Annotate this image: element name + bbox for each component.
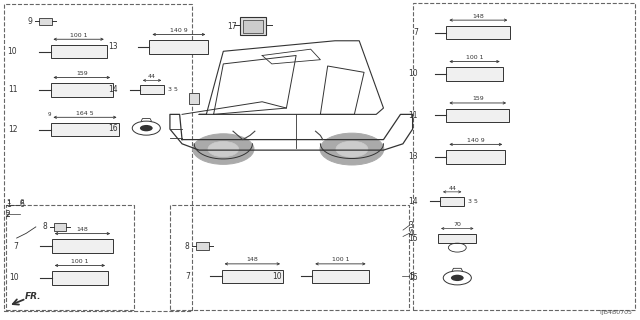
Text: 140 9: 140 9 — [170, 28, 188, 33]
Bar — [243, 20, 262, 33]
Circle shape — [320, 133, 384, 165]
Bar — [240, 17, 266, 35]
Bar — [196, 242, 209, 250]
Text: 6: 6 — [20, 199, 24, 204]
Text: 3 5: 3 5 — [168, 87, 178, 92]
Polygon shape — [189, 93, 199, 104]
Text: 148: 148 — [472, 13, 484, 19]
Text: 10: 10 — [9, 273, 19, 282]
Text: 16: 16 — [108, 124, 118, 132]
Text: 7: 7 — [13, 242, 19, 251]
Text: 8: 8 — [43, 222, 47, 231]
Bar — [447, 67, 502, 81]
Bar — [51, 123, 120, 136]
Text: 70: 70 — [453, 222, 461, 227]
Text: 100 1: 100 1 — [71, 259, 88, 264]
Text: 1: 1 — [6, 200, 10, 209]
Circle shape — [193, 134, 254, 164]
Text: 14: 14 — [408, 197, 418, 206]
Text: 148: 148 — [77, 227, 88, 232]
Text: 2: 2 — [6, 212, 10, 218]
Text: 2: 2 — [6, 210, 10, 219]
Text: 16: 16 — [408, 273, 418, 282]
Bar — [140, 85, 164, 94]
Circle shape — [208, 141, 239, 157]
Bar — [312, 270, 369, 283]
Text: 44: 44 — [448, 186, 456, 191]
Text: 11: 11 — [8, 85, 17, 94]
Text: 159: 159 — [472, 96, 484, 101]
Text: 5: 5 — [410, 272, 414, 281]
Text: 3: 3 — [408, 221, 413, 230]
Bar — [440, 197, 465, 206]
Circle shape — [336, 141, 368, 157]
Bar — [447, 109, 509, 122]
Text: 4: 4 — [408, 229, 413, 238]
Bar — [413, 3, 635, 310]
Text: 100 1: 100 1 — [466, 55, 483, 60]
Text: 7: 7 — [413, 28, 418, 37]
Text: 11: 11 — [408, 111, 418, 120]
Bar — [51, 83, 113, 97]
Text: 44: 44 — [148, 74, 156, 79]
Text: 159: 159 — [76, 71, 88, 76]
Text: 9: 9 — [28, 17, 33, 26]
Text: 148: 148 — [246, 257, 258, 262]
Bar — [447, 150, 505, 164]
Text: 6: 6 — [20, 200, 25, 209]
Bar — [6, 205, 134, 310]
Text: 15: 15 — [408, 234, 418, 243]
Text: 10: 10 — [8, 47, 17, 56]
Text: FR.: FR. — [25, 292, 42, 301]
Text: 14: 14 — [108, 85, 118, 94]
Bar — [170, 205, 410, 310]
Text: 7: 7 — [185, 272, 189, 281]
Circle shape — [451, 275, 464, 281]
Text: 10: 10 — [272, 272, 282, 281]
Text: TJB4B0705: TJB4B0705 — [599, 310, 633, 316]
Bar — [54, 223, 67, 231]
Text: 164 5: 164 5 — [76, 111, 94, 116]
Bar — [150, 40, 208, 53]
Circle shape — [140, 125, 153, 131]
Text: 8: 8 — [185, 242, 189, 251]
Text: 100 1: 100 1 — [70, 33, 87, 38]
Text: 17: 17 — [227, 22, 237, 31]
Bar — [4, 4, 192, 311]
Text: 100 1: 100 1 — [332, 257, 349, 262]
Text: 12: 12 — [8, 125, 17, 134]
Text: 13: 13 — [408, 152, 418, 161]
Text: 9: 9 — [47, 112, 51, 117]
Text: 13: 13 — [108, 42, 118, 52]
Bar — [438, 234, 476, 243]
Bar — [39, 18, 52, 25]
Bar — [447, 26, 510, 39]
Text: 140 9: 140 9 — [467, 138, 484, 143]
Bar — [221, 270, 283, 283]
Bar — [52, 239, 113, 253]
Bar — [52, 271, 108, 284]
Text: 10: 10 — [408, 69, 418, 78]
Bar — [51, 45, 107, 58]
Text: 3 5: 3 5 — [468, 199, 478, 204]
Text: 1: 1 — [6, 199, 10, 204]
